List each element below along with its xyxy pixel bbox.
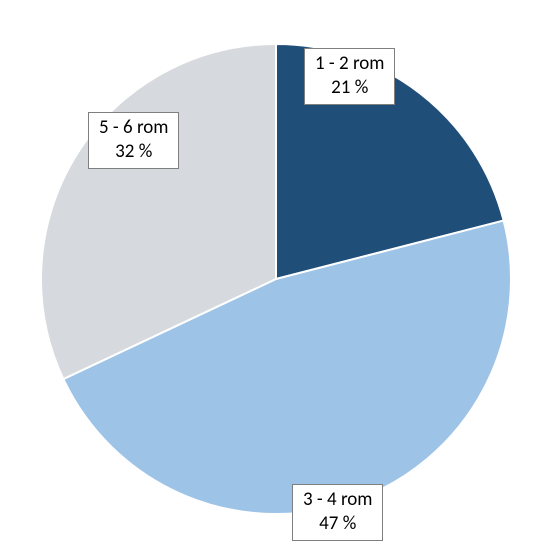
slice-percent: 32 % [99, 140, 168, 164]
slice-label-3-4-rom: 3 - 4 rom 47 % [292, 484, 383, 541]
slice-name: 3 - 4 rom [303, 488, 372, 512]
slice-name: 5 - 6 rom [99, 116, 168, 140]
pie-svg [0, 0, 553, 558]
slice-percent: 47 % [303, 512, 372, 536]
slice-name: 1 - 2 rom [315, 52, 384, 76]
pie-chart: 1 - 2 rom 21 % 3 - 4 rom 47 % 5 - 6 rom … [0, 0, 553, 558]
slice-percent: 21 % [315, 76, 384, 100]
slice-label-5-6-rom: 5 - 6 rom 32 % [88, 112, 179, 169]
slice-label-1-2-rom: 1 - 2 rom 21 % [304, 48, 395, 105]
